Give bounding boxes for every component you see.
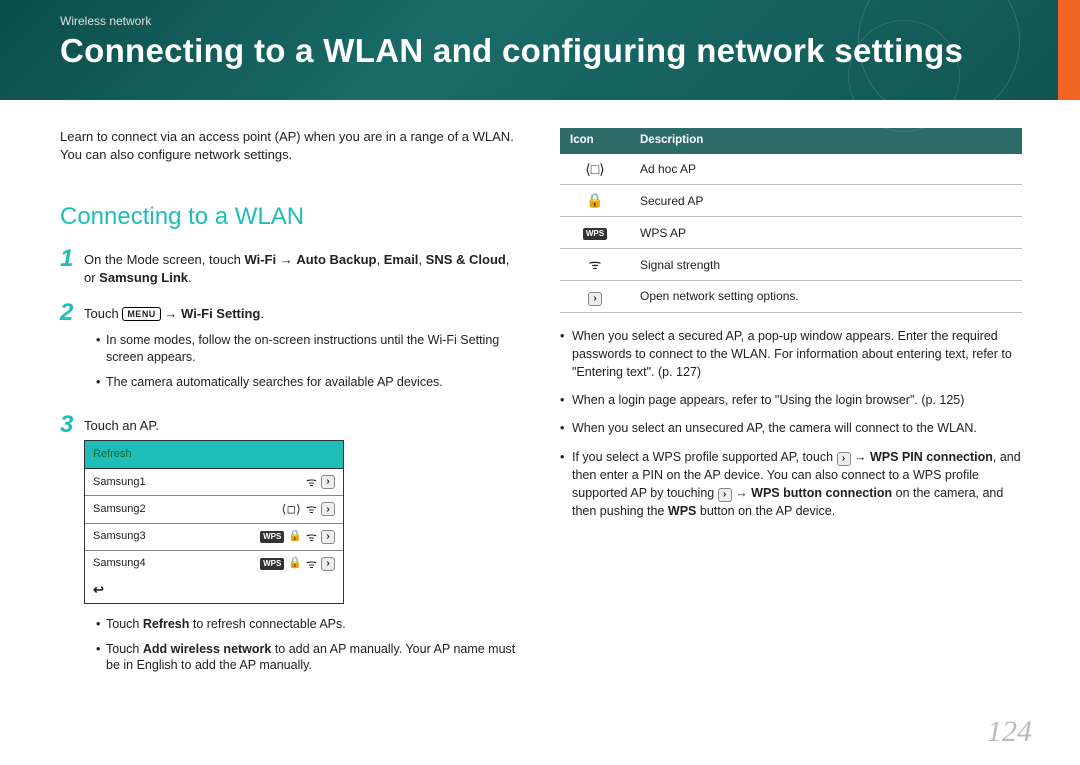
bold: Samsung Link <box>99 270 188 285</box>
back-row[interactable]: ↩ <box>85 577 343 603</box>
text: Touch <box>84 306 122 321</box>
bold: SNS & Cloud <box>426 252 506 267</box>
bold: Email <box>384 252 419 267</box>
ap-name: Samsung4 <box>93 556 146 571</box>
text: . <box>188 270 192 285</box>
wps-icon: WPS <box>583 228 607 240</box>
intro-text: Learn to connect via an access point (AP… <box>60 128 522 163</box>
wps-icon: WPS <box>260 558 284 570</box>
sub-bullet: The camera automatically searches for av… <box>96 374 522 391</box>
content-area: Learn to connect via an access point (AP… <box>0 100 1080 696</box>
text: Touch an AP. <box>84 418 159 433</box>
wps-icon: WPS <box>260 531 284 543</box>
chevron-icon: › <box>321 502 335 516</box>
chevron-icon: › <box>321 530 335 544</box>
adhoc-icon: ⟨□⟩ <box>280 501 302 517</box>
chevron-icon: › <box>837 452 851 466</box>
ap-list-figure: Refresh Samsung1ᯤ›Samsung2⟨□⟩ᯤ›Samsung3W… <box>84 440 344 603</box>
table-row: ⟨□⟩ Ad hoc AP <box>560 154 1022 185</box>
lock-icon: 🔒 <box>288 556 302 571</box>
step-3: 3 Touch an AP. Refresh Samsung1ᯤ›Samsung… <box>60 413 522 683</box>
wifi-icon: ᯤ <box>306 529 317 545</box>
sub-bullet: In some modes, follow the on-screen inst… <box>96 332 522 366</box>
wifi-icon: ᯤ <box>306 474 317 490</box>
ap-name: Samsung1 <box>93 475 146 490</box>
wifi-icon: ᯤ <box>306 501 317 517</box>
step-body: On the Mode screen, touch Wi-Fi → Auto B… <box>84 247 522 286</box>
step-body: Touch an AP. Refresh Samsung1 ᯤ › Samsung2 ⟨… <box>84 413 522 683</box>
chevron-icon: › <box>321 475 335 489</box>
step-number: 2 <box>60 301 74 399</box>
table-row: › Open network setting options. <box>560 281 1022 313</box>
ap-row[interactable]: Samsung1 ᯤ › <box>85 469 343 496</box>
notes-list: When you select a secured AP, a pop-up w… <box>560 327 1022 520</box>
chevron-icon: › <box>718 488 732 502</box>
text: . <box>260 306 264 321</box>
step-2: 2 Touch MENU → Wi-Fi Setting. In some mo… <box>60 301 522 399</box>
text: On the Mode screen, touch <box>84 252 244 267</box>
left-column: Learn to connect via an access point (AP… <box>60 128 522 696</box>
sub-bullet: Touch Add wireless network to add an AP … <box>96 641 522 675</box>
text: , <box>418 252 425 267</box>
wifi-icon: ᯤ <box>589 256 602 272</box>
page-title: Connecting to a WLAN and configuring net… <box>60 32 1080 70</box>
ap-row[interactable]: Samsung4 WPS 🔒 ᯤ › <box>85 551 343 577</box>
right-column: Icon Description ⟨□⟩ Ad hoc AP 🔒 Secured AP… <box>560 128 1022 696</box>
menu-icon: MENU <box>122 307 161 321</box>
table-row: ᯤ Signal strength <box>560 249 1022 281</box>
chevron-icon: › <box>321 557 335 571</box>
table-row: WPS WPS AP <box>560 217 1022 249</box>
chevron-icon: › <box>588 292 602 306</box>
sub-bullet: Touch Refresh to refresh connectable APs… <box>96 616 522 633</box>
step-number: 1 <box>60 247 74 286</box>
table-desc: Secured AP <box>630 185 1022 217</box>
back-icon: ↩ <box>93 582 104 597</box>
ap-row[interactable]: Samsung2 ⟨□⟩ᯤ › <box>85 496 343 523</box>
table-desc: Open network setting options. <box>630 281 1022 313</box>
refresh-row[interactable]: Refresh <box>85 441 343 469</box>
lock-icon: 🔒 <box>288 529 302 544</box>
table-desc: WPS AP <box>630 217 1022 249</box>
step-number: 3 <box>60 413 74 683</box>
bold: Wi-Fi <box>244 252 276 267</box>
side-tab <box>1058 0 1080 100</box>
note: When you select a secured AP, a pop-up w… <box>560 327 1022 381</box>
ap-row[interactable]: Samsung3 WPS 🔒 ᯤ › <box>85 524 343 551</box>
table-row: 🔒 Secured AP <box>560 185 1022 217</box>
text: , <box>377 252 384 267</box>
step-body: Touch MENU → Wi-Fi Setting. In some mode… <box>84 301 522 399</box>
breadcrumb: Wireless network <box>60 14 1080 28</box>
ap-name: Samsung2 <box>93 502 146 517</box>
note: If you select a WPS profile supported AP… <box>560 448 1022 521</box>
table-icon: ⟨□⟩ <box>585 161 604 177</box>
table-header-desc: Description <box>630 128 1022 154</box>
table-desc: Ad hoc AP <box>630 154 1022 185</box>
ap-name: Samsung3 <box>93 529 146 544</box>
bold: Auto Backup <box>296 252 376 267</box>
table-header-icon: Icon <box>560 128 630 154</box>
table-desc: Signal strength <box>630 249 1022 281</box>
page-number: 124 <box>987 715 1032 749</box>
text: → <box>276 252 296 267</box>
wifi-icon: ᯤ <box>306 556 317 572</box>
note: When you select an unsecured AP, the cam… <box>560 419 1022 437</box>
page-header: Wireless network Connecting to a WLAN an… <box>0 0 1080 100</box>
step-1: 1 On the Mode screen, touch Wi-Fi → Auto… <box>60 247 522 286</box>
text: → <box>161 306 181 321</box>
table-icon: 🔒 <box>586 192 603 208</box>
note: When a login page appears, refer to "Usi… <box>560 391 1022 409</box>
bold: Wi-Fi Setting <box>181 306 260 321</box>
section-heading: Connecting to a WLAN <box>60 201 522 233</box>
icon-description-table: Icon Description ⟨□⟩ Ad hoc AP 🔒 Secured AP… <box>560 128 1022 313</box>
